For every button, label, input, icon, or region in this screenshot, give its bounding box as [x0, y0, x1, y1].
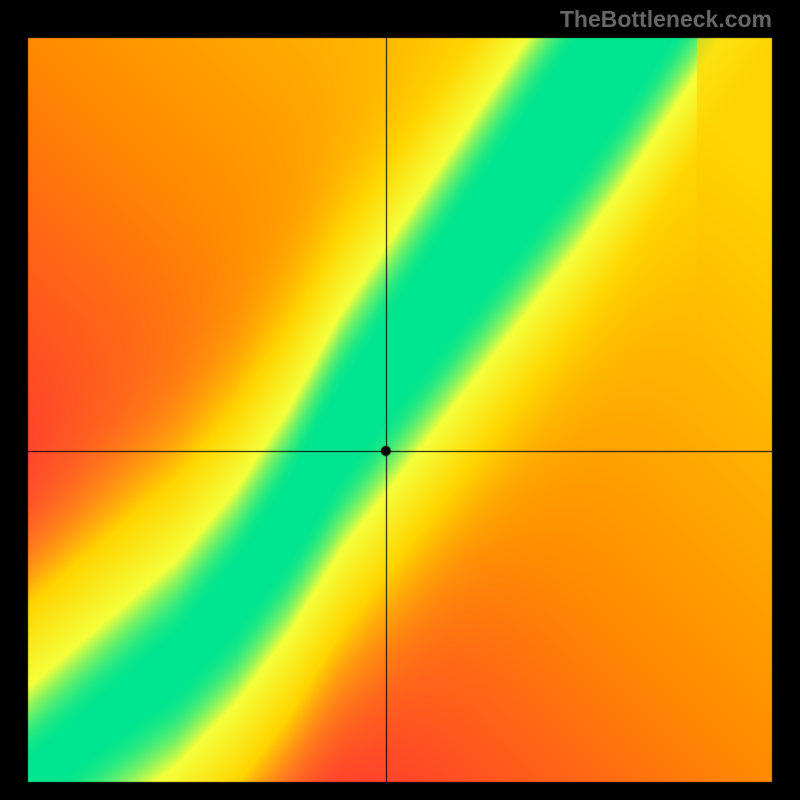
attribution-text: TheBottleneck.com [560, 6, 772, 33]
heatmap-canvas [0, 0, 800, 800]
bottleneck-heatmap: TheBottleneck.com [0, 0, 800, 800]
